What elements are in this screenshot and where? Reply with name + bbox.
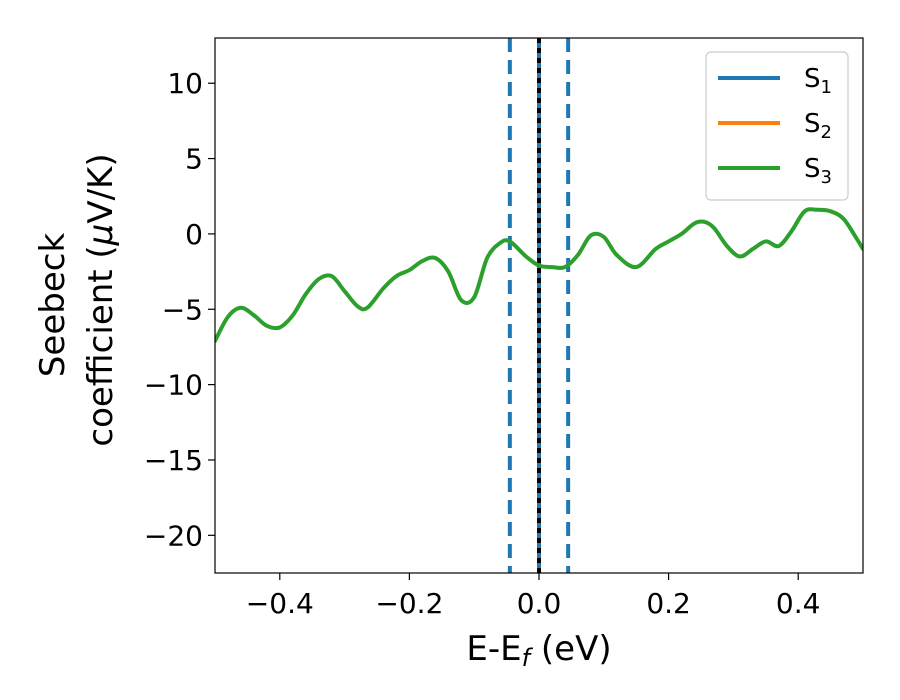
- series-line-S3: [215, 207, 863, 343]
- y-tick-label: 10: [167, 67, 203, 100]
- legend-label-main: S: [804, 64, 821, 94]
- x-axis-label-tail: (eV): [530, 629, 612, 669]
- x-axis-ticks: −0.4 −0.2 0.0 0.2 0.4: [246, 573, 821, 620]
- plot-content: [215, 38, 863, 573]
- legend-label-sub: 3: [821, 167, 832, 188]
- x-tick-label: 0.2: [646, 587, 691, 620]
- legend-label: S3: [804, 154, 832, 188]
- y-axis-label-line2: coefficient (μV/K): [81, 153, 121, 446]
- x-axis-label-main: E-E: [466, 629, 521, 669]
- y-axis-label: Seebeck coefficient (μV/K): [33, 153, 121, 446]
- y-axis-label-mu: μ: [81, 224, 121, 247]
- legend-label-sub: 2: [821, 122, 832, 143]
- legend-label: S1: [804, 64, 832, 98]
- legend-label-sub: 1: [821, 77, 832, 98]
- y-tick-label: 5: [185, 143, 203, 176]
- x-axis-label: E-Ef (eV): [466, 629, 611, 672]
- legend-label: S2: [804, 109, 832, 143]
- x-tick-label: −0.2: [375, 587, 443, 620]
- y-axis-label-line2-post: V/K): [81, 153, 121, 223]
- y-tick-label: 0: [185, 218, 203, 251]
- legend-box: [705, 51, 849, 201]
- y-axis-label-line2-pre: coefficient (: [81, 245, 121, 446]
- y-tick-label: −20: [144, 519, 203, 552]
- y-axis-ticks: 10 5 0 −5 −10 −15 −20: [144, 67, 215, 552]
- y-axis-label-line1: Seebeck: [33, 233, 73, 378]
- x-tick-label: 0.4: [776, 587, 821, 620]
- legend-label-main: S: [804, 109, 821, 139]
- y-tick-label: −15: [144, 444, 203, 477]
- x-tick-label: 0.0: [517, 587, 562, 620]
- x-tick-label: −0.4: [246, 587, 314, 620]
- legend-label-main: S: [804, 154, 821, 184]
- y-tick-label: −5: [162, 293, 203, 326]
- y-tick-label: −10: [144, 369, 203, 402]
